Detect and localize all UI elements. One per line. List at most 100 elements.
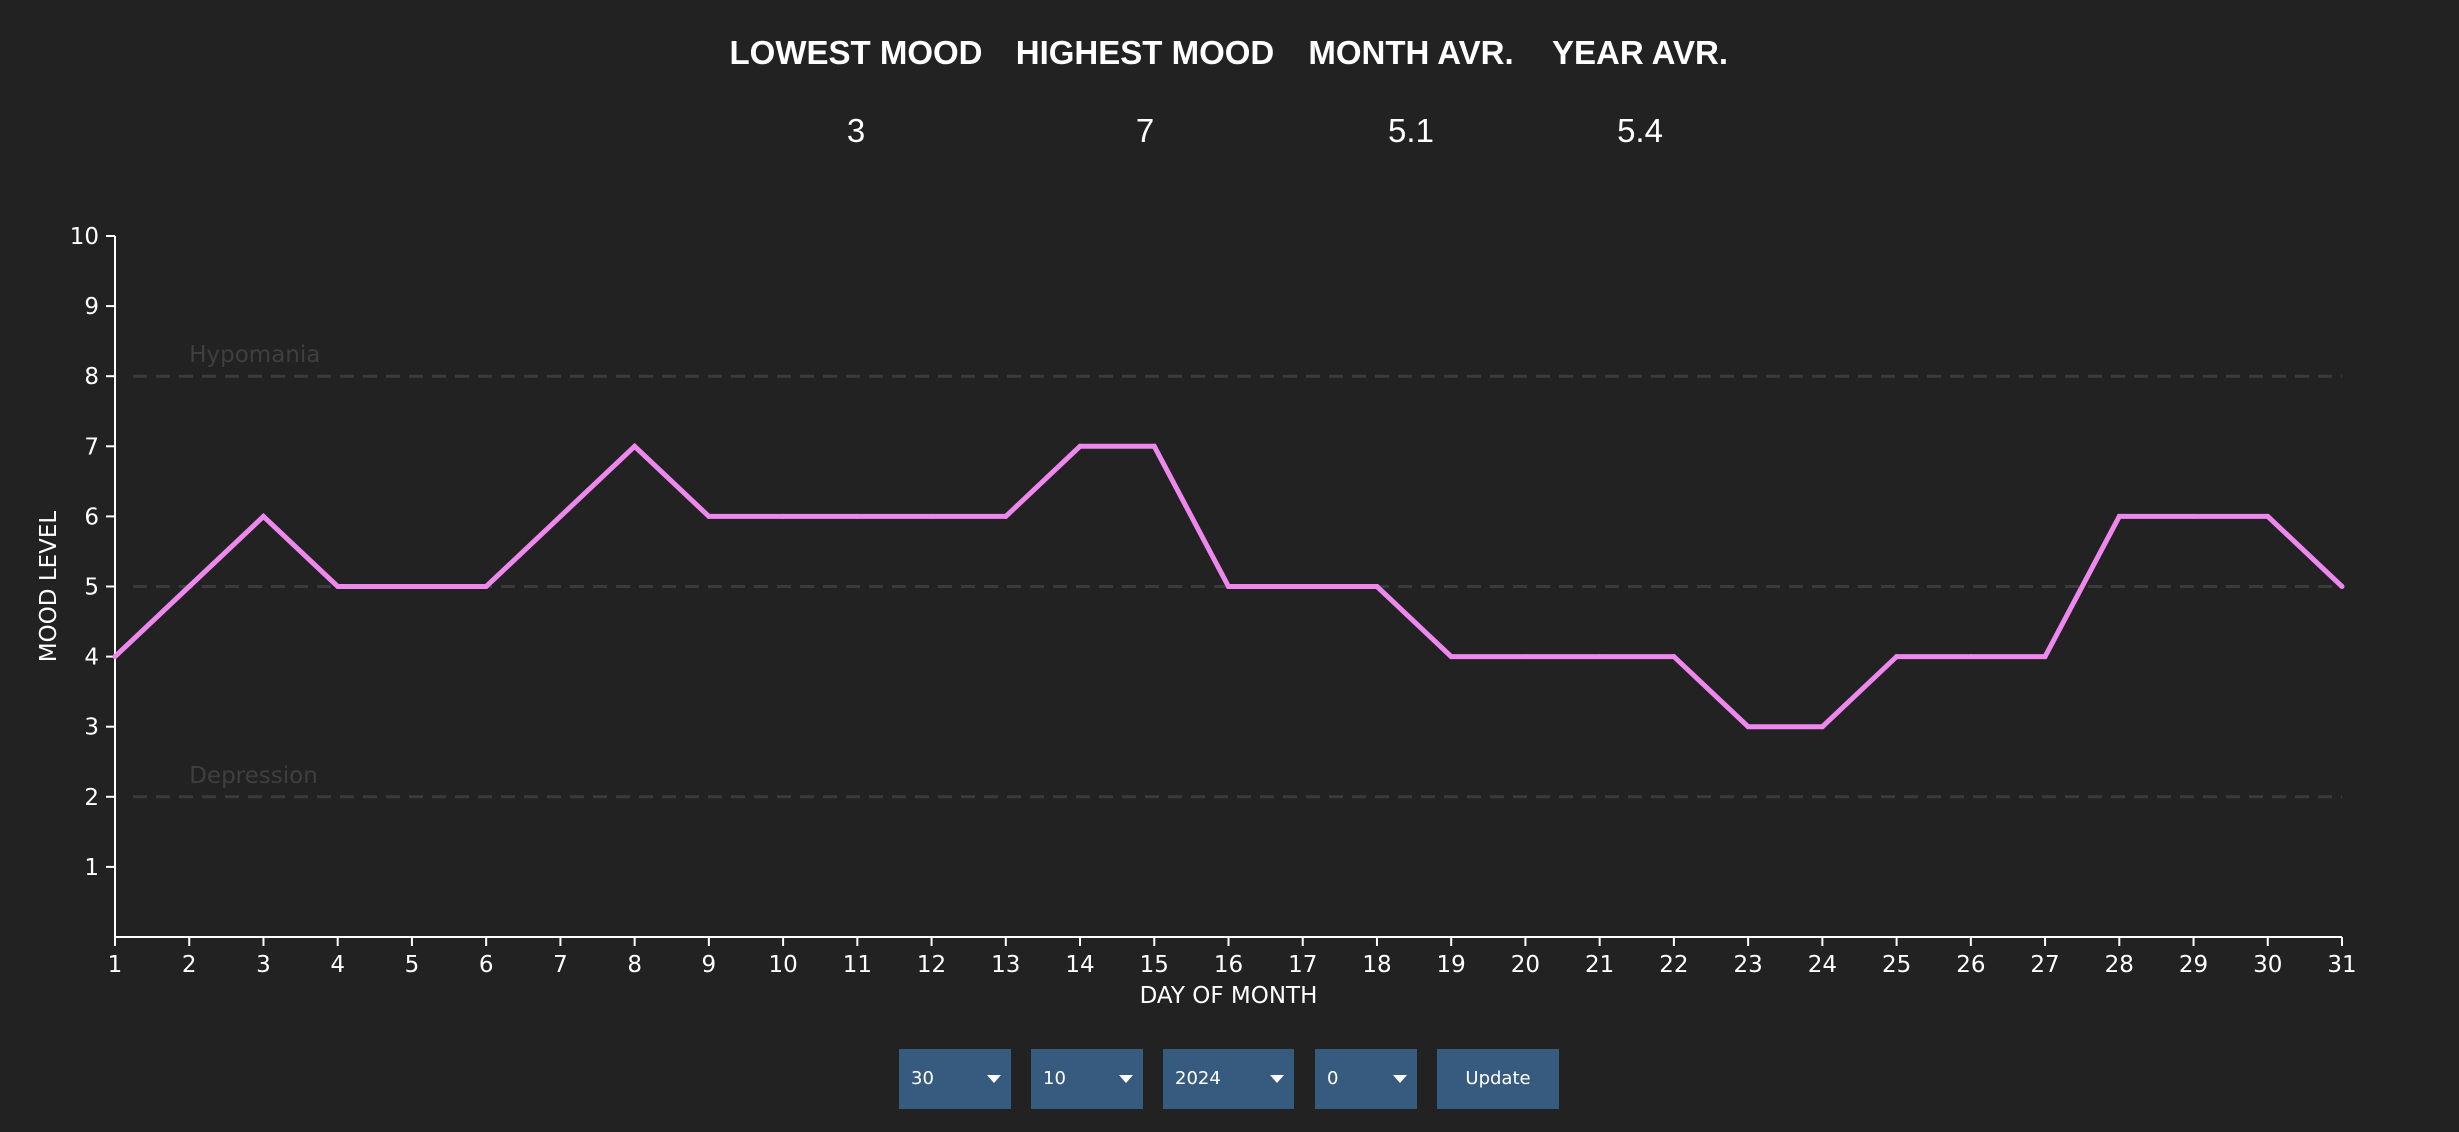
- chevron-down-icon: [1119, 1075, 1133, 1083]
- stat-label: MONTH AVR.: [1308, 34, 1514, 71]
- data-point: [1300, 584, 1306, 589]
- x-tick-label: 12: [917, 952, 946, 978]
- day-select-value: 30: [911, 1068, 934, 1089]
- data-point: [854, 513, 860, 519]
- x-tick-label: 16: [1214, 952, 1243, 978]
- x-tick-label: 25: [1882, 952, 1911, 978]
- data-point: [1003, 513, 1009, 519]
- data-point: [1151, 443, 1157, 449]
- data-point: [1522, 654, 1528, 660]
- x-tick-label: 30: [2253, 952, 2282, 978]
- data-point: [409, 584, 415, 589]
- x-tick-label: 4: [330, 952, 345, 978]
- y-tick-label: 8: [84, 364, 99, 390]
- x-tick-label: 1: [108, 952, 123, 978]
- data-point: [1448, 654, 1454, 660]
- data-point: [780, 513, 786, 519]
- stat-value: 7: [1135, 112, 1155, 149]
- x-tick-label: 7: [553, 952, 568, 978]
- x-tick-label: 26: [1956, 952, 1985, 978]
- stat-year-average: YEAR AVR. 5.4: [1552, 28, 1728, 156]
- x-tick-label: 29: [2179, 952, 2208, 978]
- x-tick-label: 20: [1511, 952, 1540, 978]
- day-select[interactable]: 30: [899, 1049, 1011, 1109]
- data-point: [186, 584, 192, 589]
- chevron-down-icon: [1270, 1075, 1284, 1083]
- data-point: [2042, 654, 2048, 660]
- x-tick-label: 11: [843, 952, 872, 978]
- data-point: [929, 513, 935, 519]
- x-tick-label: 18: [1362, 952, 1391, 978]
- y-tick-label: 5: [84, 575, 99, 601]
- x-tick-label: 19: [1437, 952, 1466, 978]
- x-tick-label: 6: [479, 952, 494, 978]
- controls-bar: 30 10 2024 0 Update: [0, 1049, 2459, 1109]
- x-tick-label: 3: [256, 952, 271, 978]
- x-tick-label: 27: [2030, 952, 2059, 978]
- y-tick-label: 7: [84, 434, 99, 460]
- year-select[interactable]: 2024: [1163, 1049, 1294, 1109]
- x-tick-label: 15: [1140, 952, 1169, 978]
- data-point: [1894, 654, 1900, 660]
- x-tick-label: 22: [1659, 952, 1688, 978]
- data-point: [2191, 513, 2197, 519]
- data-point: [1968, 654, 1974, 660]
- stat-value: 5.1: [1388, 112, 1434, 149]
- data-point: [2265, 513, 2271, 519]
- y-axis-title: MOOD LEVEL: [36, 511, 62, 663]
- stat-lowest-mood: LOWEST MOOD 3: [730, 28, 983, 156]
- stat-label: LOWEST MOOD: [729, 34, 983, 71]
- stat-label: YEAR AVR.: [1551, 34, 1729, 71]
- chevron-down-icon: [1393, 1075, 1407, 1083]
- y-tick-label: 4: [84, 645, 99, 671]
- y-tick-label: 10: [70, 224, 99, 250]
- stat-highest-mood: HIGHEST MOOD 7: [1016, 28, 1275, 156]
- x-tick-label: 13: [991, 952, 1020, 978]
- data-point: [260, 513, 266, 519]
- data-point: [706, 513, 712, 519]
- chevron-down-icon: [987, 1075, 1001, 1083]
- x-tick-label: 2: [182, 952, 197, 978]
- month-select-value: 10: [1043, 1068, 1066, 1089]
- x-tick-label: 21: [1585, 952, 1614, 978]
- data-point: [1819, 724, 1825, 730]
- data-point: [483, 584, 489, 589]
- x-tick-label: 14: [1065, 952, 1094, 978]
- y-tick-label: 9: [84, 294, 99, 320]
- x-tick-label: 5: [405, 952, 420, 978]
- offset-select[interactable]: 0: [1315, 1049, 1417, 1109]
- data-point: [335, 584, 341, 589]
- data-point: [1226, 584, 1231, 589]
- data-point: [2339, 584, 2345, 589]
- stat-value: 5.4: [1617, 112, 1663, 149]
- data-point: [632, 443, 638, 449]
- reference-label: Depression: [189, 763, 318, 789]
- x-tick-label: 17: [1288, 952, 1317, 978]
- update-button[interactable]: Update: [1437, 1049, 1559, 1109]
- stat-value: 3: [846, 112, 866, 149]
- stat-month-average: MONTH AVR. 5.1: [1308, 28, 1513, 156]
- y-tick-label: 2: [84, 785, 99, 811]
- data-point: [1745, 724, 1751, 730]
- y-tick-label: 6: [84, 504, 99, 530]
- x-tick-label: 24: [1808, 952, 1837, 978]
- x-tick-label: 8: [627, 952, 642, 978]
- data-point: [1597, 654, 1603, 660]
- year-select-value: 2024: [1175, 1068, 1221, 1089]
- reference-label: Hypomania: [189, 342, 320, 368]
- data-point: [1671, 654, 1677, 660]
- data-point: [2116, 513, 2122, 519]
- month-select[interactable]: 10: [1031, 1049, 1143, 1109]
- x-tick-label: 23: [1733, 952, 1762, 978]
- x-tick-label: 31: [2327, 952, 2356, 978]
- data-point: [1077, 443, 1083, 449]
- x-tick-label: 9: [702, 952, 717, 978]
- data-point: [557, 513, 563, 519]
- data-point: [1374, 584, 1380, 589]
- data-point: [112, 654, 118, 660]
- offset-select-value: 0: [1327, 1068, 1339, 1089]
- x-tick-label: 10: [768, 952, 797, 978]
- stat-label: HIGHEST MOOD: [1015, 34, 1275, 71]
- x-axis-title: DAY OF MONTH: [1140, 983, 1318, 1009]
